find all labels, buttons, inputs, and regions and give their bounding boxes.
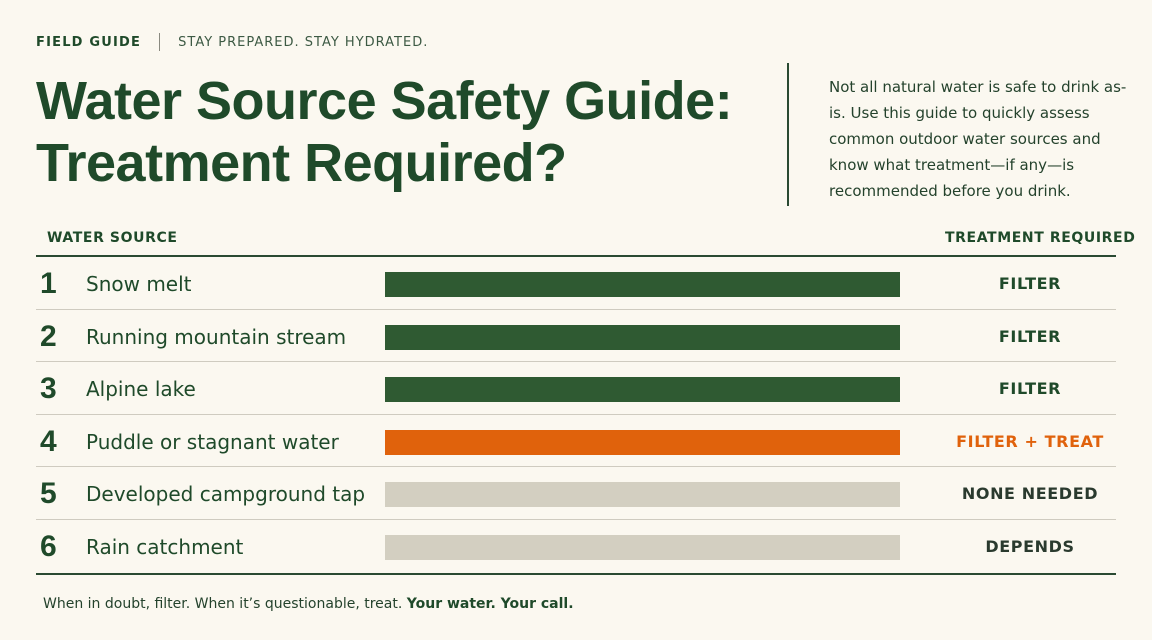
footer-tagline: Your water. Your call. [406,596,574,612]
row-source-name: Alpine lake [86,377,196,402]
table-row: 6 Rain catchment DEPENDS [36,520,1116,573]
water-source-table: 1 Snow melt FILTER 2 Running mountain stream… [36,257,1116,573]
intro-text: Not all natural water is safe to drink a… [829,78,1127,200]
table-row: 1 Snow melt FILTER [36,257,1116,310]
row-source-name: Snow melt [86,272,192,296]
kicker: FIELD GUIDE STAY PREPARED. STAY HYDRATED… [36,33,428,51]
row-treatment: NONE NEEDED [961,484,1099,504]
row-number: 1 [40,267,57,300]
treatment-bar [385,272,900,297]
treatment-bar [385,482,900,508]
row-number: 5 [40,477,57,511]
header-divider [787,63,789,206]
row-number: 4 [40,424,57,458]
title-line-1: Water Source Safety Guide: [36,71,733,131]
treatment-bar [385,377,900,403]
row-source-name: Running mountain stream [86,324,347,349]
row-treatment: FILTER [998,326,1062,346]
row-treatment: FILTER [998,274,1062,293]
row-number: 3 [40,372,57,406]
row-source-name: Developed campground tap [86,482,366,507]
treatment-bar [385,429,900,455]
row-number: 6 [40,529,57,563]
kicker-motto: STAY PREPARED. STAY HYDRATED. [178,34,429,50]
row-treatment: FILTER [998,379,1062,399]
row-number: 2 [40,319,57,353]
footer-note: When in doubt, filter. When it’s questio… [43,596,574,612]
table-top-rule [36,255,1116,257]
row-treatment: DEPENDS [985,536,1075,556]
row-treatment: FILTER + TREAT [956,431,1104,451]
table-row: 4 Puddle or stagnant water FILTER + TREAT [36,415,1116,468]
kicker-tag: FIELD GUIDE [36,34,142,50]
footer-text: When in doubt, filter. When it’s questio… [43,596,403,612]
table-row: 3 Alpine lake FILTER [36,362,1116,415]
kicker-divider [159,33,161,51]
table-row: 2 Running mountain stream FILTER [36,310,1116,363]
table-row: 5 Developed campground tap NONE NEEDED [36,467,1116,520]
page-title: Water Source Safety Guide: Treatment Req… [36,70,776,194]
table-bottom-rule [36,573,1116,575]
row-source-name: Rain catchment [86,534,244,559]
treatment-bar [385,534,900,560]
row-source-name: Puddle or stagnant water [86,429,339,454]
column-header-treatment: TREATMENT REQUIRED [945,230,1136,246]
column-header-source: WATER SOURCE [47,230,178,246]
treatment-bar [385,324,900,350]
title-line-2: Treatment Required? [36,133,567,193]
